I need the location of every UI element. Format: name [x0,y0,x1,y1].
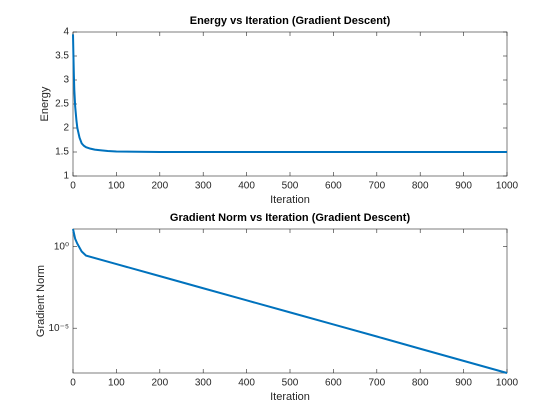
x-tick-label: 600 [325,378,342,389]
axes-box [72,31,508,177]
x-tick-label: 700 [368,181,385,192]
x-tick-label: 800 [412,378,429,389]
axes-box [72,228,508,374]
x-tick-label: 1000 [496,181,519,192]
x-axis-label: Iteration [270,194,310,206]
y-tick-label: 3.5 [55,51,69,62]
x-tick-label: 0 [70,378,76,389]
x-tick-label: 400 [238,378,255,389]
y-tick-label: 2.5 [55,99,69,110]
x-tick-label: 800 [412,181,429,192]
x-tick-label: 500 [282,378,299,389]
y-axis-label: Energy [39,86,51,121]
chart-title: Energy vs Iteration (Gradient Descent) [190,15,391,27]
x-tick-label: 100 [108,378,125,389]
x-tick-label: 500 [282,181,299,192]
x-axis-label: Iteration [270,391,310,403]
x-tick-label: 400 [238,181,255,192]
line [72,228,508,374]
x-tick-label: 700 [368,378,385,389]
y-tick-label: 4 [63,27,69,38]
y-tick-label: 1.5 [55,147,69,158]
x-tick-label: 0 [70,181,76,192]
y-axis-label: Gradient Norm [35,265,47,337]
x-tick-label: 200 [151,181,168,192]
x-tick-label: 300 [195,378,212,389]
x-tick-label: 900 [455,181,472,192]
y-tick-label: 3 [63,75,69,86]
y-tick-label: 2 [63,123,69,134]
x-tick-label: 900 [455,378,472,389]
y-tick-label: 1 [63,171,69,182]
x-tick-label: 200 [151,378,168,389]
x-tick-label: 300 [195,181,212,192]
x-tick-label: 600 [325,181,342,192]
y-tick-label: 10⁻⁵ [48,323,69,334]
line [72,34,507,153]
y-tick-label: 10⁰ [54,241,69,252]
x-tick-label: 100 [108,181,125,192]
x-tick-label: 1000 [496,378,519,389]
chart-title: Gradient Norm vs Iteration (Gradient Des… [170,212,411,224]
